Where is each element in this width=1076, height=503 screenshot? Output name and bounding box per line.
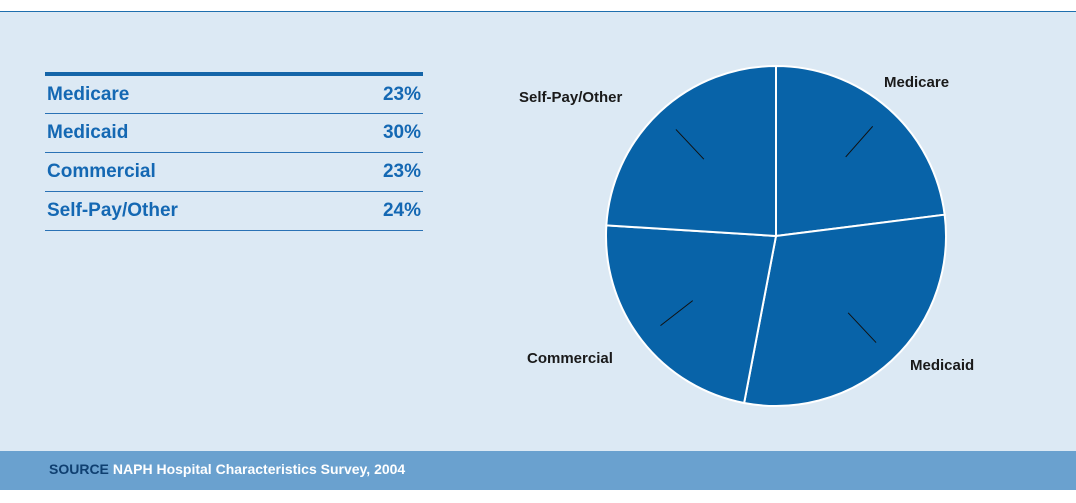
leader-line (847, 312, 877, 343)
row-value: 30% (382, 122, 421, 143)
slice-label: Medicare (884, 74, 949, 91)
row-value: 23% (382, 161, 421, 182)
pie-slice-self-pay-other (605, 64, 777, 238)
leader-line (845, 126, 874, 158)
source-note: SOURCE NAPH Hospital Characteristics Surv… (49, 461, 405, 477)
row-value: 24% (382, 200, 421, 221)
bottom-margin (0, 490, 1076, 503)
payer-mix-table: Medicare 23% Medicaid 30% Commercial 23%… (45, 72, 423, 231)
pie-slice-commercial (605, 224, 778, 405)
pie-slice-medicaid (742, 213, 947, 407)
leader-line (675, 129, 705, 160)
slice-label: Self-Pay/Other (519, 89, 623, 106)
row-label: Medicare (47, 83, 130, 105)
table-row: Self-Pay/Other 24% (45, 192, 423, 231)
row-label: Self-Pay/Other (47, 200, 178, 221)
slice-label: Medicaid (910, 357, 974, 374)
source-bar: SOURCE NAPH Hospital Characteristics Surv… (0, 451, 1076, 490)
top-rule (0, 0, 1076, 12)
pie-slice-medicare (775, 64, 946, 238)
pie-chart: Medicare Medicaid Commercial Self-Pay/Other (519, 64, 974, 407)
row-label: Commercial (47, 161, 156, 182)
source-label: SOURCE (49, 461, 109, 477)
leader-line (660, 300, 694, 327)
row-value: 23% (382, 83, 421, 105)
table-row: Commercial 23% (45, 153, 423, 192)
slice-label: Commercial (527, 350, 613, 367)
table-row: Medicare 23% (45, 76, 423, 114)
table-row: Medicaid 30% (45, 114, 423, 153)
row-label: Medicaid (47, 122, 129, 143)
source-text: NAPH Hospital Characteristics Survey, 20… (112, 461, 406, 477)
